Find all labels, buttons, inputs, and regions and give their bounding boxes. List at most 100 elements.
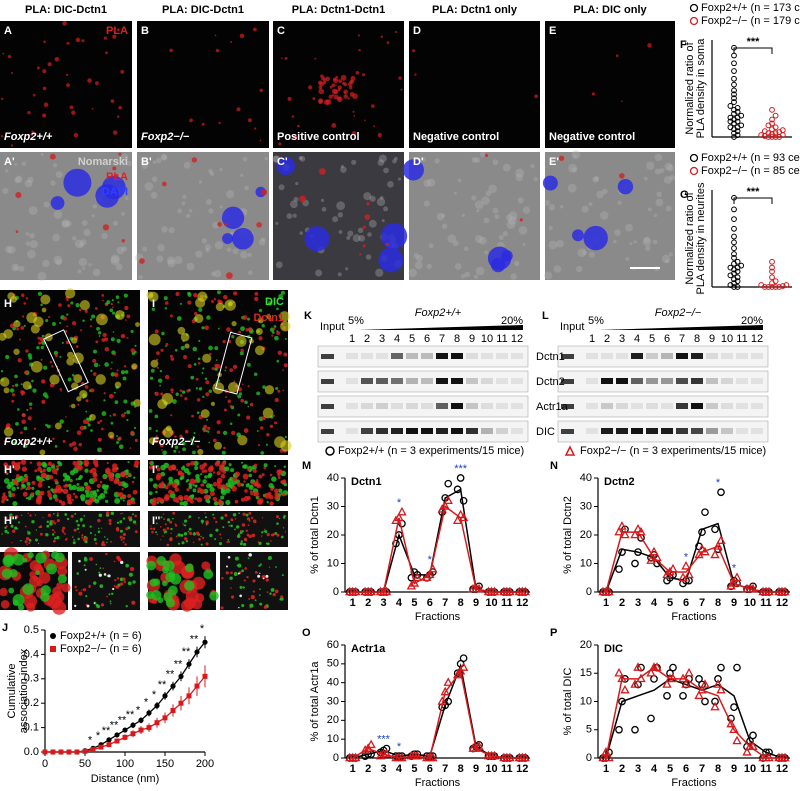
- signal: [436, 212, 445, 221]
- legend-marker: [50, 633, 56, 639]
- band: [646, 353, 658, 359]
- signal: [98, 335, 101, 337]
- signal: [99, 584, 104, 588]
- signal: [665, 259, 670, 264]
- signal: [84, 385, 89, 389]
- signal: [223, 446, 226, 450]
- legend-marker: [564, 445, 576, 456]
- x-tick-label: 10: [485, 597, 497, 609]
- signal: [164, 496, 169, 502]
- legend-marker: [325, 446, 335, 456]
- x-tick-label: 6: [683, 597, 689, 609]
- signal: [160, 392, 164, 396]
- y-axis-label: % of total Dctn2: [562, 496, 574, 574]
- signal: [8, 587, 15, 594]
- signal: [56, 514, 59, 517]
- data-point: [701, 697, 709, 706]
- signal: [23, 477, 29, 483]
- signal: [1, 533, 3, 535]
- fraction-label: 10: [721, 333, 733, 345]
- signal: [361, 73, 366, 77]
- signal: [52, 512, 55, 515]
- panel-title: PLA: DIC-Dctn1: [162, 4, 244, 16]
- signal: [274, 335, 279, 341]
- signal: [25, 232, 30, 236]
- panel-letter: D': [413, 156, 424, 168]
- signal: [49, 374, 60, 385]
- signal: [111, 306, 114, 309]
- signal: [70, 514, 74, 518]
- signal: [118, 152, 122, 156]
- signal: [278, 293, 284, 299]
- signal: [166, 526, 170, 530]
- signal: [183, 532, 188, 536]
- signal: [280, 535, 284, 539]
- band: [391, 403, 403, 409]
- panel-letter: A: [4, 25, 12, 37]
- signal: [82, 588, 87, 592]
- signal: [478, 236, 487, 245]
- data-point: [717, 663, 725, 672]
- signal: [378, 154, 387, 163]
- signal: [192, 346, 198, 352]
- signal: [485, 190, 492, 197]
- signal: [278, 488, 283, 493]
- signal: [280, 290, 285, 295]
- signal: [217, 290, 221, 295]
- signal: [52, 163, 58, 168]
- data-point: [711, 525, 719, 534]
- signal: [14, 374, 18, 379]
- panel-letter: A': [4, 156, 15, 168]
- signal: [81, 589, 83, 591]
- signal: [272, 327, 276, 331]
- signal: [184, 580, 195, 591]
- signal: [427, 178, 436, 187]
- signal: [75, 478, 78, 481]
- signal: [231, 321, 237, 327]
- band: [561, 429, 574, 434]
- signal: [114, 578, 117, 582]
- signal: [245, 328, 249, 332]
- panel-letter: H': [4, 464, 15, 476]
- signal: [120, 370, 126, 375]
- signal: [416, 254, 424, 262]
- band: [406, 428, 418, 434]
- signal: [236, 107, 241, 112]
- signal: [160, 539, 162, 541]
- signal: [243, 579, 246, 582]
- signal: [59, 387, 62, 391]
- signal: [78, 257, 88, 267]
- significance-label: *: [397, 497, 402, 509]
- data-point: [772, 130, 779, 137]
- signal: [17, 358, 22, 363]
- significance-label: *: [152, 689, 157, 701]
- data-point: [769, 106, 775, 113]
- signal: [198, 516, 200, 519]
- data-point: [681, 679, 691, 688]
- signal: [156, 497, 162, 503]
- signal: [256, 499, 263, 505]
- fraction-label: 8: [694, 333, 700, 345]
- signal: [154, 414, 159, 419]
- signal: [66, 429, 69, 433]
- signal: [474, 200, 484, 209]
- signal: [187, 364, 192, 369]
- signal: [625, 223, 633, 232]
- signal: [205, 524, 208, 526]
- signal: [158, 378, 163, 383]
- signal: [331, 83, 336, 87]
- signal: [275, 566, 277, 568]
- signal: [130, 516, 133, 519]
- signal: [2, 492, 6, 496]
- signal: [643, 176, 648, 181]
- signal: [211, 300, 214, 303]
- signal: [654, 153, 663, 162]
- x-tick-label: 4: [396, 763, 403, 775]
- signal: [212, 382, 225, 394]
- signal: [38, 572, 51, 584]
- signal: [220, 474, 226, 479]
- signal: [122, 536, 126, 540]
- signal: [50, 464, 56, 469]
- data-point: [633, 662, 643, 671]
- signal: [217, 222, 222, 227]
